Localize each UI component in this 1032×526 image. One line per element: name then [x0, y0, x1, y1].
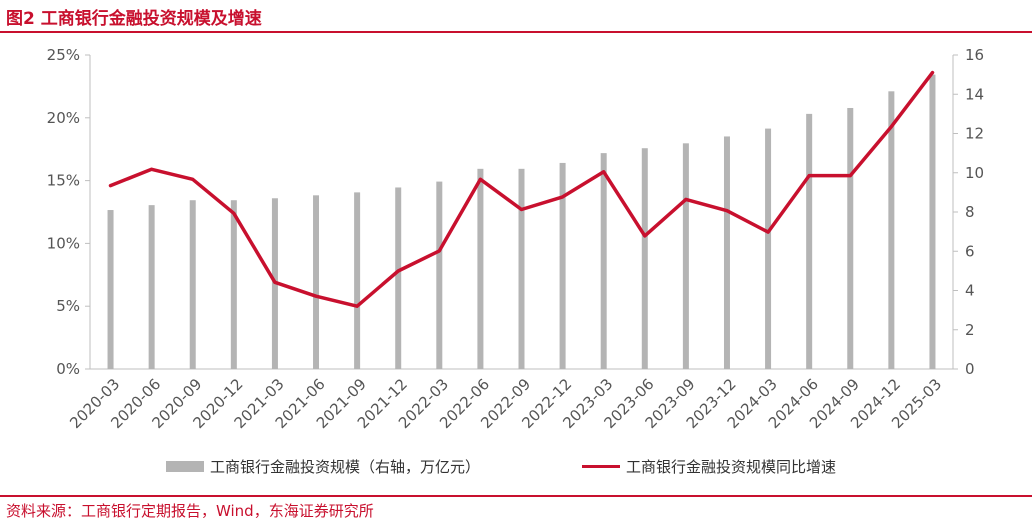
legend-item-bar: 工商银行金融投资规模（右轴，万亿元） [166, 456, 480, 477]
bar [765, 128, 772, 369]
growth-point [273, 280, 277, 284]
y-right-tick-label: 12 [965, 125, 984, 143]
top-rule [0, 31, 1032, 33]
chart: 0%5%10%15%20%25%02468101214162020-032020… [47, 46, 984, 432]
y-right-tick-label: 16 [965, 46, 984, 64]
bar [641, 148, 648, 369]
bar [313, 195, 320, 369]
bottom-rule [0, 495, 1032, 497]
bar [600, 153, 607, 369]
growth-point [109, 184, 113, 188]
bar [888, 91, 895, 370]
bar [929, 74, 936, 369]
y-left-tick-label: 5% [56, 297, 80, 315]
growth-point [191, 177, 195, 181]
legend-line-label: 工商银行金融投资规模同比增速 [626, 458, 837, 476]
growth-point [314, 294, 318, 298]
y-left-tick-label: 20% [47, 109, 80, 127]
bar [436, 181, 443, 369]
y-right-tick-label: 14 [965, 85, 984, 103]
bar [148, 205, 155, 369]
y-right-tick-label: 8 [965, 203, 975, 221]
bar [354, 192, 361, 369]
growth-point [437, 249, 441, 253]
y-right-tick-label: 2 [965, 321, 975, 339]
growth-point [232, 211, 236, 215]
growth-point [930, 71, 934, 75]
legend-line-swatch [582, 465, 620, 468]
legend-item-line: 工商银行金融投资规模同比增速 [582, 456, 836, 477]
y-left-tick-label: 15% [47, 172, 80, 190]
y-right-tick-label: 0 [965, 360, 975, 378]
bar [107, 210, 114, 369]
growth-point [889, 125, 893, 129]
bar [477, 168, 484, 369]
bar [723, 136, 730, 369]
bar [847, 107, 854, 370]
y-left-tick-label: 25% [47, 46, 80, 64]
growth-point [684, 197, 688, 201]
bar [806, 113, 813, 369]
legend: 工商银行金融投资规模（右轴，万亿元） 工商银行金融投资规模同比增速 [0, 456, 1032, 480]
growth-point [643, 234, 647, 238]
y-right-tick-label: 4 [965, 282, 975, 300]
growth-point [520, 207, 523, 211]
y-left-tick-label: 0% [56, 360, 80, 378]
bar [682, 143, 689, 369]
growth-point [150, 167, 154, 171]
source-note: 资料来源：工商银行定期报告，Wind，东海证券研究所 [6, 502, 374, 520]
growth-point [725, 209, 729, 213]
growth-point [602, 170, 606, 174]
bar [395, 187, 402, 369]
growth-point [766, 230, 770, 234]
growth-point [561, 195, 565, 199]
bar [518, 168, 525, 369]
growth-point [807, 174, 811, 178]
legend-bar-label: 工商银行金融投资规模（右轴，万亿元） [210, 458, 481, 476]
bar [189, 200, 196, 369]
y-left-tick-label: 10% [47, 234, 80, 252]
y-right-tick-label: 6 [965, 242, 975, 260]
growth-point [396, 269, 400, 273]
growth-point [848, 174, 852, 178]
figure-title: 图2 工商银行金融投资规模及增速 [6, 9, 262, 29]
bar [230, 200, 237, 369]
growth-point [478, 177, 482, 181]
legend-bar-swatch [166, 461, 204, 472]
y-right-tick-label: 10 [965, 164, 984, 182]
growth-point [355, 304, 359, 308]
bar [559, 162, 566, 369]
